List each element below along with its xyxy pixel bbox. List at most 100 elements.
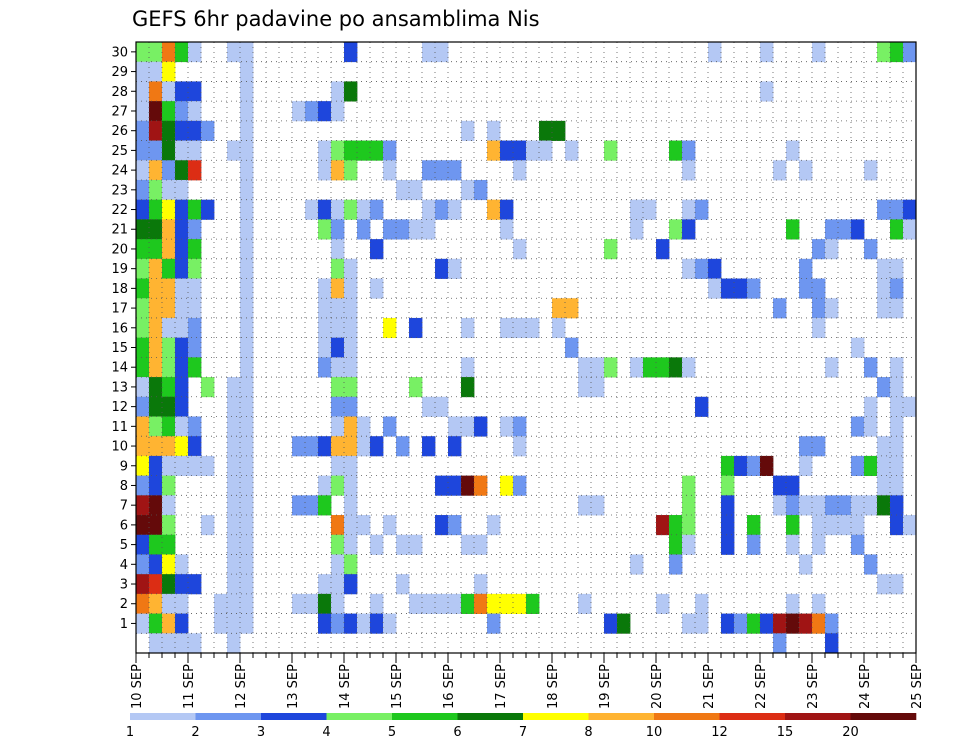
- precip-cell: [357, 140, 371, 161]
- precip-cell: [461, 357, 475, 378]
- precip-cell: [318, 219, 332, 240]
- precip-cell: [864, 455, 878, 477]
- precip-cell: [201, 455, 215, 477]
- precip-cell: [162, 554, 176, 575]
- precip-cell: [461, 534, 475, 555]
- precip-cell: [812, 436, 826, 457]
- precip-cell: [669, 515, 683, 536]
- precip-cell: [864, 495, 878, 516]
- precip-cell: [188, 81, 202, 102]
- precip-cell: [786, 534, 800, 555]
- precip-cell: [864, 396, 878, 417]
- precip-cell: [227, 140, 241, 161]
- precip-cell: [188, 337, 202, 358]
- precip-cell: [240, 613, 254, 634]
- chart-title: GEFS 6hr padavine po ansamblima Nis: [132, 7, 540, 31]
- precip-cell: [461, 120, 475, 141]
- precip-cell: [331, 239, 345, 260]
- y-tick-label: 9: [120, 459, 128, 474]
- precip-cell: [474, 179, 488, 201]
- precip-cell: [344, 317, 358, 339]
- precip-cell: [149, 160, 163, 181]
- precip-cell: [578, 377, 592, 398]
- precip-cell: [136, 377, 150, 398]
- y-tick-label: 30: [111, 45, 128, 60]
- precip-cell: [526, 317, 540, 339]
- precip-cell: [188, 416, 202, 437]
- precip-cell: [513, 140, 527, 161]
- precip-cell: [149, 357, 163, 378]
- precip-cell: [331, 613, 345, 634]
- precip-cell: [903, 199, 917, 220]
- precip-cell: [136, 140, 150, 161]
- precip-cell: [136, 416, 150, 437]
- precip-cell: [188, 633, 202, 654]
- precip-cell: [422, 42, 436, 63]
- precip-cell: [162, 613, 176, 634]
- precip-cell: [513, 416, 527, 437]
- precip-cell: [162, 337, 176, 358]
- precip-cell: [370, 278, 384, 299]
- precip-cell: [786, 515, 800, 536]
- precip-cell: [851, 534, 865, 555]
- precip-cell: [318, 436, 332, 457]
- precip-cell: [656, 515, 670, 536]
- precip-cell: [136, 239, 150, 260]
- precip-cell: [344, 258, 358, 279]
- precip-cell: [630, 199, 644, 220]
- precip-cell: [240, 574, 254, 595]
- y-tick-label: 4: [120, 558, 128, 573]
- precip-cell: [162, 140, 176, 161]
- precip-cell: [175, 278, 189, 299]
- precip-cell: [344, 396, 358, 417]
- precip-cell: [162, 455, 176, 477]
- precip-cell: [149, 455, 163, 477]
- legend-label: 5: [388, 725, 396, 740]
- precip-cell: [734, 278, 748, 299]
- precip-cell: [227, 613, 241, 634]
- x-tick-label: 21 SEP: [702, 664, 717, 709]
- precip-cell: [721, 495, 735, 516]
- y-tick-label: 15: [111, 341, 128, 356]
- precip-cell: [188, 101, 202, 122]
- precip-cell: [136, 258, 150, 279]
- precip-cell: [318, 495, 332, 516]
- precip-cell: [409, 317, 423, 339]
- precip-cell: [175, 101, 189, 122]
- precip-cell: [136, 593, 150, 614]
- y-tick-label: 25: [111, 144, 128, 159]
- precip-cell: [331, 199, 345, 220]
- precip-cell: [383, 160, 397, 181]
- precip-cell: [721, 515, 735, 536]
- precip-cell: [838, 515, 852, 536]
- precip-cell: [188, 199, 202, 220]
- precip-cell: [591, 357, 605, 378]
- precip-cell: [630, 357, 644, 378]
- precip-cell: [721, 278, 735, 299]
- precip-cell: [318, 298, 332, 319]
- precip-cell: [370, 199, 384, 220]
- precip-cell: [149, 81, 163, 102]
- precip-cell: [864, 554, 878, 575]
- precip-cell: [825, 515, 839, 536]
- precip-cell: [240, 239, 254, 260]
- legend-label: 8: [584, 725, 592, 740]
- precip-cell: [318, 475, 332, 496]
- precip-cell: [448, 416, 462, 437]
- precip-cell: [552, 120, 566, 141]
- precip-cell: [448, 436, 462, 457]
- precip-cell: [149, 613, 163, 634]
- precip-cell: [175, 258, 189, 279]
- precip-cell: [604, 140, 618, 161]
- x-axis: 10 SEP 11 SEP 12 SEP 13 SEP 14 SEP 15 SEP 16 S…: [130, 653, 925, 709]
- precip-cell: [227, 495, 241, 516]
- precip-cell: [760, 81, 774, 102]
- precip-cell: [331, 416, 345, 437]
- precip-cell: [240, 534, 254, 555]
- precip-cell: [136, 574, 150, 595]
- precip-cell: [903, 396, 917, 417]
- y-tick-label: 6: [120, 518, 128, 533]
- precip-cell: [825, 633, 839, 654]
- plot-gridlines: [136, 42, 916, 653]
- precip-cell: [240, 377, 254, 398]
